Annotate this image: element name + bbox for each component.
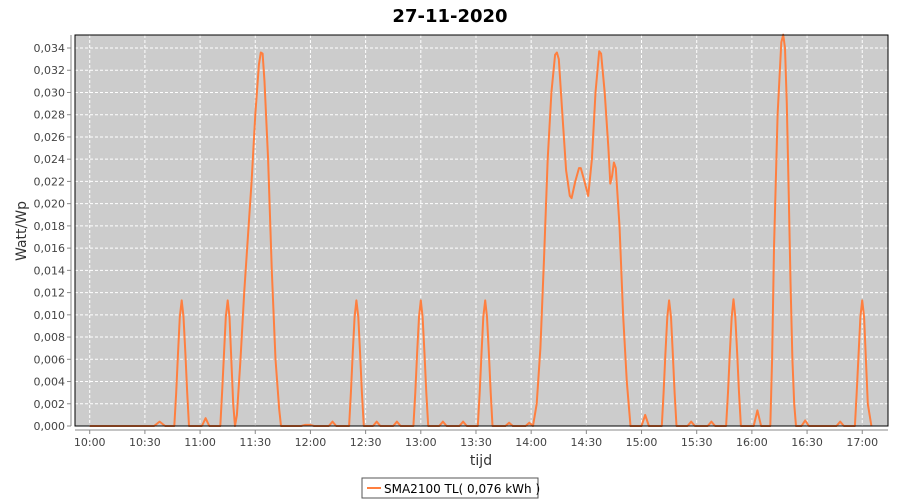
y-tick-label: 0,002 bbox=[34, 398, 66, 411]
x-tick-label: 12:30 bbox=[350, 436, 382, 449]
legend: SMA2100 TL( 0,076 kWh ) bbox=[361, 477, 540, 499]
x-tick-label: 14:00 bbox=[515, 436, 547, 449]
y-tick-label: 0,010 bbox=[34, 309, 66, 322]
x-axis-label: tijd bbox=[470, 453, 492, 469]
y-tick-label: 0,024 bbox=[34, 153, 66, 166]
y-tick-label: 0,020 bbox=[34, 198, 66, 211]
x-axis-ticks: 10:00 10:30 11:00 11:30 12:00 12:30 13:00 13:30… bbox=[74, 430, 878, 449]
y-tick-label: 0,018 bbox=[34, 220, 66, 233]
x-tick-label: 16:00 bbox=[736, 436, 768, 449]
x-tick-label: 15:30 bbox=[681, 436, 713, 449]
grid bbox=[75, 35, 888, 427]
y-tick-label: 0,034 bbox=[34, 42, 66, 55]
y-axis-ticks: 0,000 0,002 0,004 0,006 0,008 0,010 0,012 0,014… bbox=[34, 42, 71, 433]
x-tick-label: 12:00 bbox=[295, 436, 327, 449]
x-tick-label: 13:30 bbox=[460, 436, 492, 449]
x-tick-label: 11:00 bbox=[184, 436, 216, 449]
y-tick-label: 0,028 bbox=[34, 109, 66, 122]
x-tick-label: 13:00 bbox=[405, 436, 437, 449]
y-tick-label: 0,022 bbox=[34, 175, 66, 188]
y-tick-label: 0,008 bbox=[34, 331, 66, 344]
y-tick-label: 0,030 bbox=[34, 86, 66, 99]
x-tick-label: 17:00 bbox=[846, 436, 878, 449]
y-tick-label: 0,012 bbox=[34, 287, 66, 300]
x-tick-label: 10:00 bbox=[74, 436, 106, 449]
plot-border bbox=[74, 34, 889, 427]
y-tick-label: 0,006 bbox=[34, 353, 66, 366]
y-axis-label: Watt/Wp bbox=[14, 201, 30, 261]
y-tick-label: 0,016 bbox=[34, 242, 66, 255]
x-tick-label: 10:30 bbox=[129, 436, 161, 449]
x-tick-label: 14:30 bbox=[570, 436, 602, 449]
x-tick-label: 11:30 bbox=[239, 436, 271, 449]
y-tick-label: 0,032 bbox=[34, 64, 66, 77]
y-tick-label: 0,004 bbox=[34, 376, 66, 389]
y-tick-label: 0,026 bbox=[34, 131, 66, 144]
y-tick-label: 0,014 bbox=[34, 264, 66, 277]
y-tick-label: 0,000 bbox=[34, 420, 66, 433]
x-tick-label: 16:30 bbox=[791, 436, 823, 449]
chart-title: 27-11-2020 bbox=[392, 6, 507, 27]
legend-box bbox=[361, 477, 539, 499]
legend-label: SMA2100 TL( 0,076 kWh ) bbox=[384, 482, 540, 496]
x-tick-label: 15:00 bbox=[626, 436, 658, 449]
